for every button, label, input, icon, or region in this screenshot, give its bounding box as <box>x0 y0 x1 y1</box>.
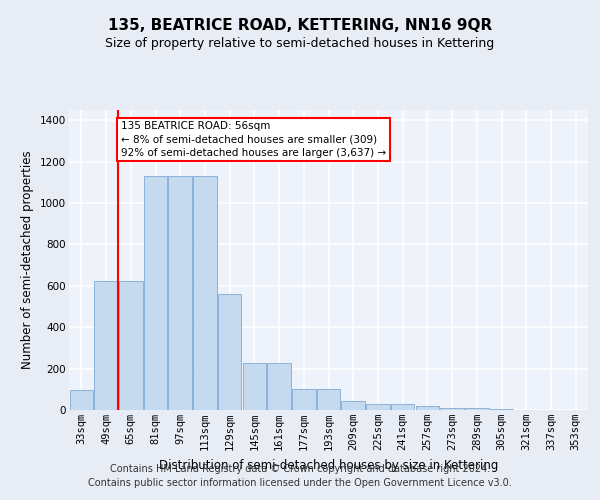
Bar <box>391 404 415 410</box>
Bar <box>94 280 118 410</box>
Text: Size of property relative to semi-detached houses in Kettering: Size of property relative to semi-detach… <box>106 38 494 51</box>
Bar <box>144 176 167 410</box>
Bar <box>490 409 513 410</box>
Bar <box>465 408 488 410</box>
Bar <box>366 404 389 410</box>
Bar <box>341 400 365 410</box>
Text: 135 BEATRICE ROAD: 56sqm
← 8% of semi-detached houses are smaller (309)
92% of s: 135 BEATRICE ROAD: 56sqm ← 8% of semi-de… <box>121 122 386 158</box>
Bar <box>193 176 217 410</box>
Text: Contains HM Land Registry data © Crown copyright and database right 2024.
Contai: Contains HM Land Registry data © Crown c… <box>88 464 512 487</box>
Bar <box>440 408 464 410</box>
X-axis label: Distribution of semi-detached houses by size in Kettering: Distribution of semi-detached houses by … <box>159 458 498 471</box>
Y-axis label: Number of semi-detached properties: Number of semi-detached properties <box>22 150 34 370</box>
Bar <box>292 390 316 410</box>
Bar <box>242 364 266 410</box>
Bar <box>268 364 291 410</box>
Bar <box>169 176 192 410</box>
Bar <box>416 406 439 410</box>
Bar <box>70 390 93 410</box>
Text: 135, BEATRICE ROAD, KETTERING, NN16 9QR: 135, BEATRICE ROAD, KETTERING, NN16 9QR <box>108 18 492 32</box>
Bar <box>119 280 143 410</box>
Bar <box>218 294 241 410</box>
Bar <box>317 390 340 410</box>
